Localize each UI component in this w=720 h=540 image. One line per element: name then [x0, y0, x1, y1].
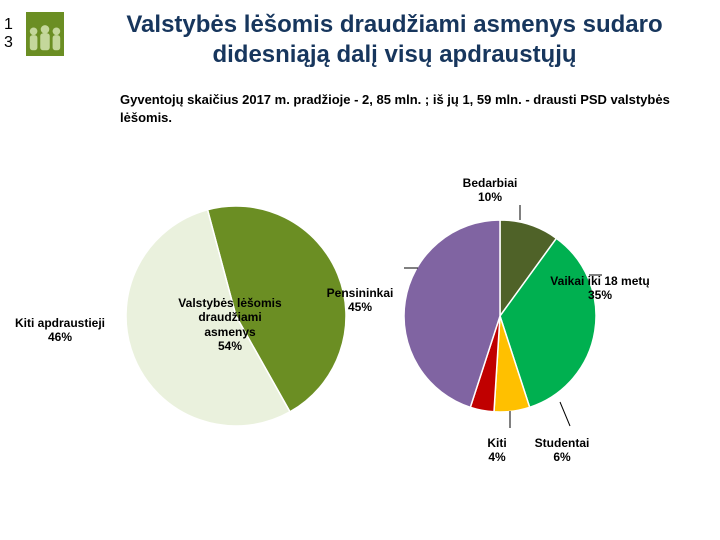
page-badge: 1 3 — [4, 8, 64, 60]
pie-charts-svg — [0, 126, 720, 516]
chart-label: Kiti4% — [487, 436, 506, 465]
people-icon — [26, 12, 64, 56]
page-title: Valstybės lėšomis draudžiami asmenys sud… — [89, 8, 700, 70]
chart-label: Pensininkai45% — [327, 286, 394, 315]
chart-label: Bedarbiai10% — [463, 176, 518, 205]
header: 1 3 Valstybės lėšomis draudžiami asmenys… — [0, 0, 720, 85]
chart-label: Valstybės lėšomisdraudžiamiasmenys54% — [178, 296, 281, 354]
chart-label: Kiti apdraustieji46% — [15, 316, 105, 345]
chart-label: Studentai6% — [535, 436, 590, 465]
chart-label: Vaikai iki 18 metų35% — [550, 274, 649, 303]
page-number: 1 3 — [4, 16, 22, 52]
chart-area: Kiti apdraustieji46% Valstybės lėšomisdra… — [0, 126, 720, 516]
subtitle: Gyventojų skaičius 2017 m. pradžioje - 2… — [120, 91, 700, 126]
